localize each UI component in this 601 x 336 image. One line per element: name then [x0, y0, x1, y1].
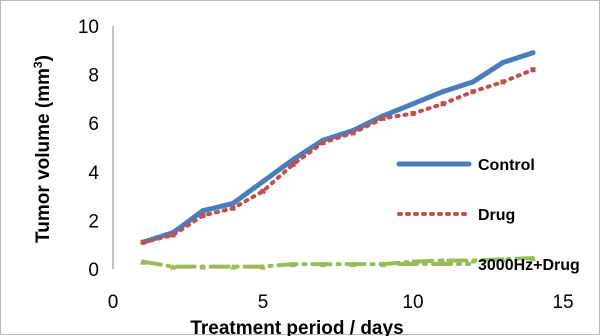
x-tick-label: 0 [108, 292, 119, 313]
data-point [500, 59, 506, 65]
x-tick-labels: 0 5 10 15 [108, 292, 574, 313]
data-point [470, 79, 476, 85]
data-point [410, 101, 416, 107]
y-tick-label: 6 [88, 114, 99, 135]
data-point [230, 205, 236, 211]
data-point [260, 188, 266, 194]
data-point [170, 263, 176, 270]
data-point [200, 208, 206, 214]
y-tick-label: 8 [88, 66, 99, 87]
data-point [410, 110, 416, 116]
data-point [140, 239, 146, 245]
data-point [380, 261, 386, 268]
x-tick-label: 5 [258, 292, 269, 313]
legend-label: 3000Hz+Drug [478, 257, 580, 274]
series-line [141, 256, 535, 269]
legend-label: Control [478, 157, 535, 174]
data-point [440, 89, 446, 95]
series-drug [140, 67, 536, 245]
y-axis-title-close: ) [33, 55, 54, 61]
data-point [320, 140, 326, 146]
series-line [141, 67, 535, 245]
data-point [530, 50, 536, 56]
data-point [290, 261, 296, 268]
data-point [200, 263, 206, 270]
series-group [140, 50, 536, 270]
legend-item: 3000Hz+Drug [397, 257, 580, 274]
data-point [500, 256, 506, 263]
x-tick-label: 10 [402, 292, 423, 313]
data-point [230, 263, 236, 270]
series-line [140, 50, 536, 245]
data-point [380, 115, 386, 121]
x-tick-label: 15 [552, 292, 573, 313]
data-point [170, 232, 176, 238]
data-point [350, 261, 356, 268]
data-point [290, 162, 296, 168]
data-point [200, 213, 206, 219]
data-point [230, 200, 236, 206]
data-point [440, 257, 446, 264]
legend-item: Control [396, 157, 535, 174]
y-tick-label: 4 [88, 163, 99, 184]
data-point [470, 257, 476, 264]
data-point [350, 130, 356, 136]
legend-item: Drug [397, 207, 515, 224]
y-tick-label: 0 [88, 260, 99, 281]
data-point [530, 255, 536, 262]
legend-label: Drug [478, 207, 515, 224]
y-tick-labels: 0 2 4 6 8 10 [78, 17, 100, 281]
data-point [320, 261, 326, 268]
y-axis-title: Tumor volume (mm3) [31, 55, 54, 243]
data-point [440, 101, 446, 107]
series-3000hz-drug [140, 255, 536, 270]
data-point [260, 263, 266, 270]
y-axis-title-superscript: 3 [31, 61, 45, 68]
data-point [260, 179, 266, 185]
y-tick-label: 10 [78, 17, 99, 38]
x-axis-title: Treatment period / days [190, 318, 403, 336]
legend: Control Drug 3000Hz+Drug [396, 157, 580, 274]
data-point [140, 258, 146, 265]
y-axis-title-main: Tumor volume (mm [33, 68, 54, 243]
data-point [470, 89, 476, 95]
data-point [530, 67, 536, 73]
y-tick-label: 2 [88, 211, 99, 232]
data-point [290, 157, 296, 163]
data-point [500, 79, 506, 85]
